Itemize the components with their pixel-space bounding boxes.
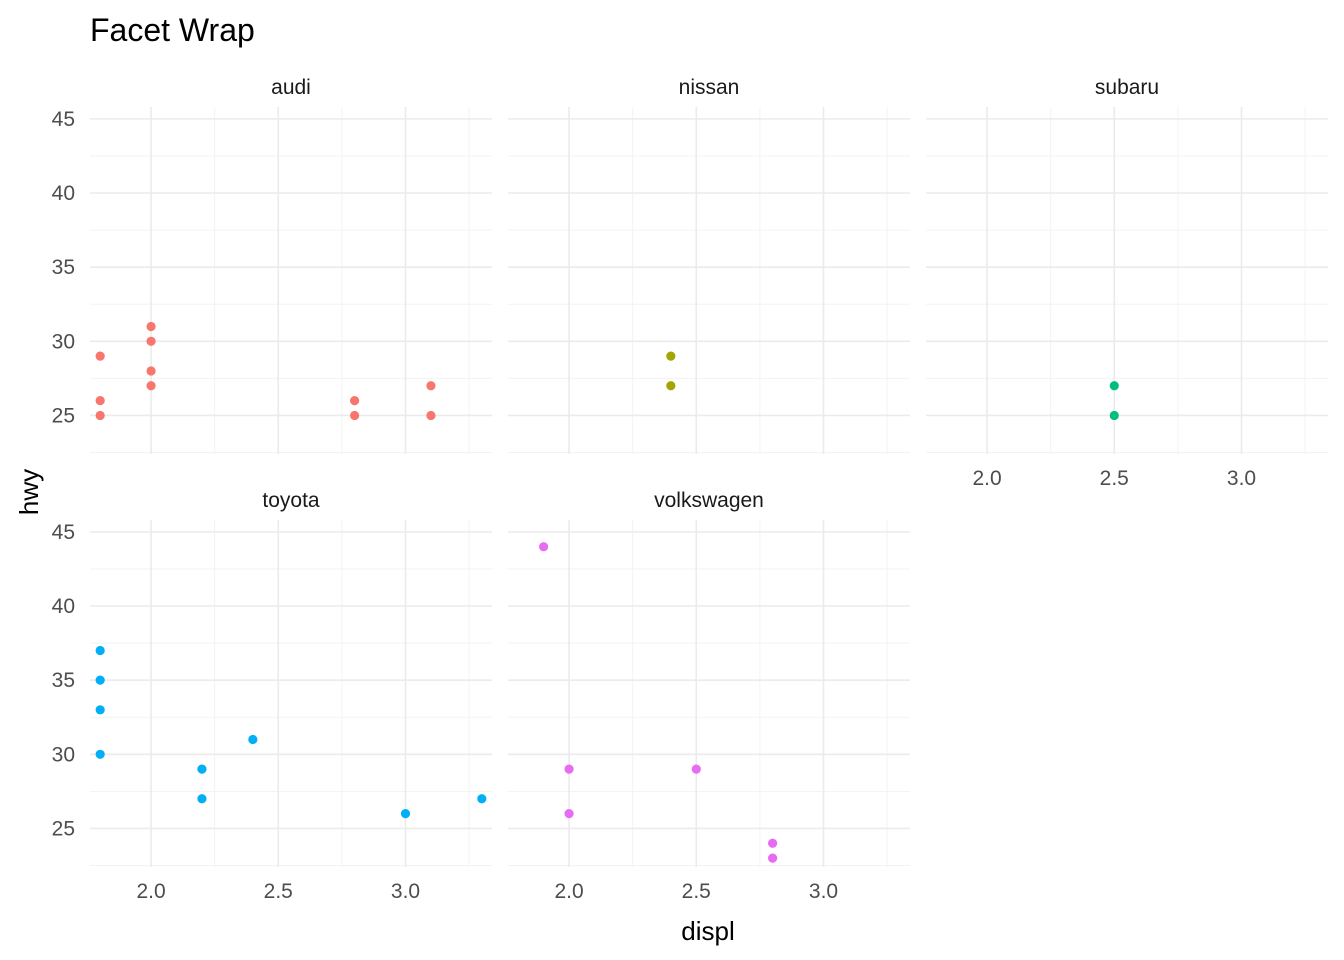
data-point-volkswagen bbox=[564, 764, 574, 774]
data-point-audi bbox=[426, 381, 436, 391]
y-tick-label: 30 bbox=[52, 743, 75, 766]
data-point-toyota bbox=[95, 675, 105, 685]
facet-strip-label: subaru bbox=[1095, 76, 1159, 99]
data-point-volkswagen bbox=[691, 764, 701, 774]
facet-panel-nissan: nissan bbox=[508, 76, 910, 454]
data-point-audi bbox=[95, 396, 105, 406]
facet-strip-label: volkswagen bbox=[654, 489, 764, 512]
data-point-audi bbox=[146, 336, 156, 346]
y-tick-label: 40 bbox=[52, 182, 75, 205]
data-point-volkswagen bbox=[768, 853, 778, 863]
chart-title: Facet Wrap bbox=[90, 12, 255, 48]
data-point-audi bbox=[146, 381, 156, 391]
data-point-volkswagen bbox=[539, 542, 549, 552]
y-tick-label: 25 bbox=[52, 817, 75, 840]
data-point-volkswagen bbox=[768, 838, 778, 848]
facet-strip-label: audi bbox=[271, 76, 311, 99]
facet-panel-audi: audi 25 30 35 40 45 bbox=[52, 76, 492, 454]
data-point-subaru bbox=[1109, 410, 1119, 421]
facet-panel-subaru: subaru 2.0 2.5 3.0 bbox=[926, 76, 1328, 490]
facet-strip-label: toyota bbox=[262, 489, 320, 512]
x-tick-label: 3.0 bbox=[391, 880, 420, 903]
x-tick-label: 2.0 bbox=[136, 880, 165, 903]
facet-panel-toyota: toyota 25 30 35 40 45 2.0 2.5 3.0 bbox=[52, 489, 492, 903]
data-point-toyota bbox=[477, 794, 487, 804]
x-tick-label: 3.0 bbox=[1227, 467, 1256, 490]
data-point-toyota bbox=[95, 749, 105, 759]
data-point-audi bbox=[426, 410, 436, 421]
y-tick-label: 35 bbox=[52, 256, 75, 279]
y-axis-title: hwy bbox=[14, 469, 44, 515]
x-tick-label: 3.0 bbox=[809, 880, 838, 903]
data-point-nissan bbox=[666, 381, 676, 391]
data-point-toyota bbox=[95, 645, 105, 656]
data-point-audi bbox=[146, 366, 156, 376]
data-point-toyota bbox=[197, 794, 207, 804]
y-tick-label: 35 bbox=[52, 669, 75, 692]
y-tick-label: 45 bbox=[52, 108, 75, 131]
data-point-audi bbox=[350, 410, 360, 421]
data-point-audi bbox=[95, 351, 105, 361]
data-point-audi bbox=[350, 396, 360, 406]
data-point-audi bbox=[95, 410, 105, 421]
facet-strip-label: nissan bbox=[679, 76, 740, 99]
data-point-toyota bbox=[248, 734, 258, 745]
x-axis-title: displ bbox=[681, 916, 734, 946]
data-point-nissan bbox=[666, 351, 676, 361]
data-point-toyota bbox=[95, 705, 105, 715]
x-tick-label: 2.5 bbox=[1100, 467, 1129, 490]
y-tick-label: 30 bbox=[52, 330, 75, 353]
x-tick-label: 2.5 bbox=[264, 880, 293, 903]
facet-panel-volkswagen: volkswagen 2.0 2.5 3.0 bbox=[508, 489, 910, 903]
x-tick-label: 2.5 bbox=[682, 880, 711, 903]
x-tick-label: 2.0 bbox=[972, 467, 1001, 490]
y-tick-label: 45 bbox=[52, 521, 75, 544]
data-point-toyota bbox=[197, 764, 207, 774]
x-tick-label: 2.0 bbox=[554, 880, 583, 903]
data-point-volkswagen bbox=[564, 809, 574, 819]
data-point-subaru bbox=[1109, 381, 1119, 391]
data-point-toyota bbox=[400, 809, 411, 819]
y-tick-label: 25 bbox=[52, 404, 75, 427]
data-point-audi bbox=[146, 321, 156, 332]
y-tick-label: 40 bbox=[52, 595, 75, 618]
